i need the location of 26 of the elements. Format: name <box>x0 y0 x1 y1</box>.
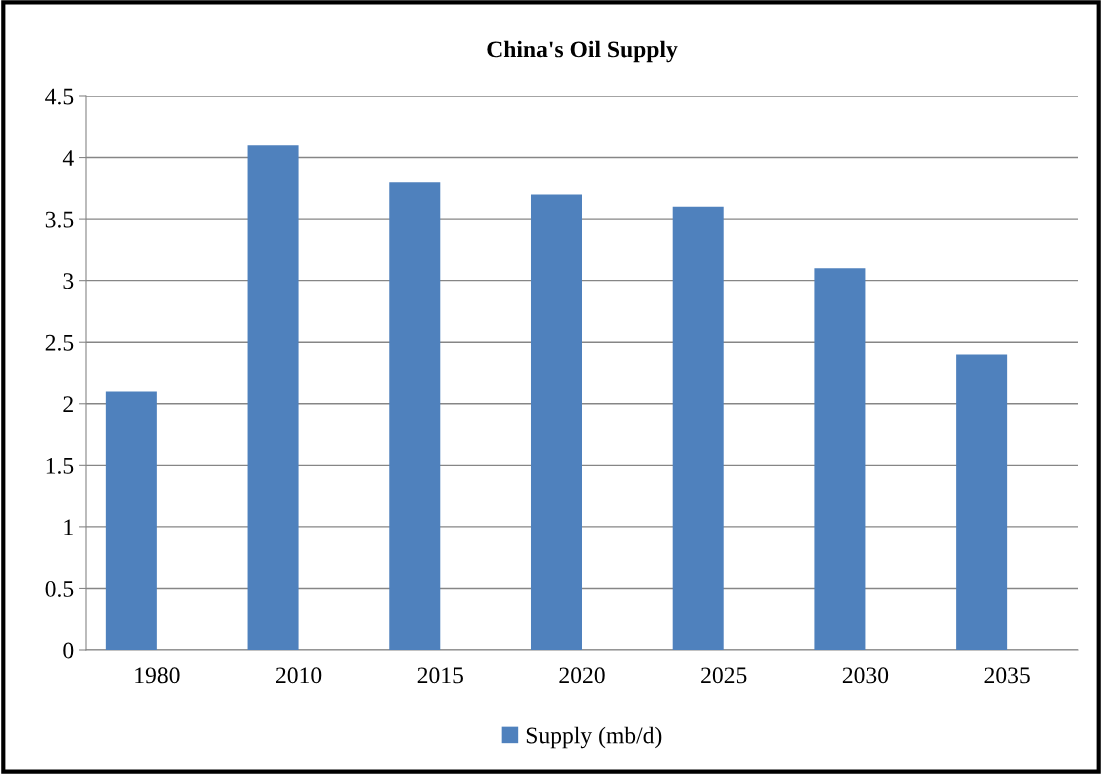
x-tick-label: 2015 <box>417 667 463 684</box>
bar <box>530 194 582 650</box>
bar <box>389 182 441 650</box>
bar <box>105 391 157 650</box>
bar <box>814 268 866 650</box>
bar <box>672 206 724 650</box>
bar <box>956 354 1008 650</box>
chart-title: China's Oil Supply <box>487 40 678 63</box>
x-tick-label: 1980 <box>135 667 180 684</box>
x-tick-label: 2020 <box>559 667 605 684</box>
y-tick-label: 3.5 <box>45 211 74 228</box>
x-tick-label: 2025 <box>701 667 747 684</box>
x-tick-label: 2030 <box>842 667 889 684</box>
y-tick-label: 2.5 <box>45 334 74 351</box>
x-tick-label: 2010 <box>276 667 322 684</box>
y-tick-label: 1.5 <box>46 457 74 474</box>
y-tick-label: 3 <box>63 273 74 290</box>
bar <box>247 145 299 650</box>
legend-label: Supply (mb/d) <box>526 726 662 749</box>
x-tick-label: 2035 <box>984 667 1030 684</box>
y-tick-label: 0.5 <box>45 580 74 597</box>
y-tick-label: 4.5 <box>45 88 74 105</box>
y-tick-label: 1 <box>64 519 73 536</box>
y-tick-label: 4 <box>62 150 74 166</box>
y-tick-label: 0 <box>63 642 74 659</box>
y-tick-label: 2 <box>63 396 73 412</box>
